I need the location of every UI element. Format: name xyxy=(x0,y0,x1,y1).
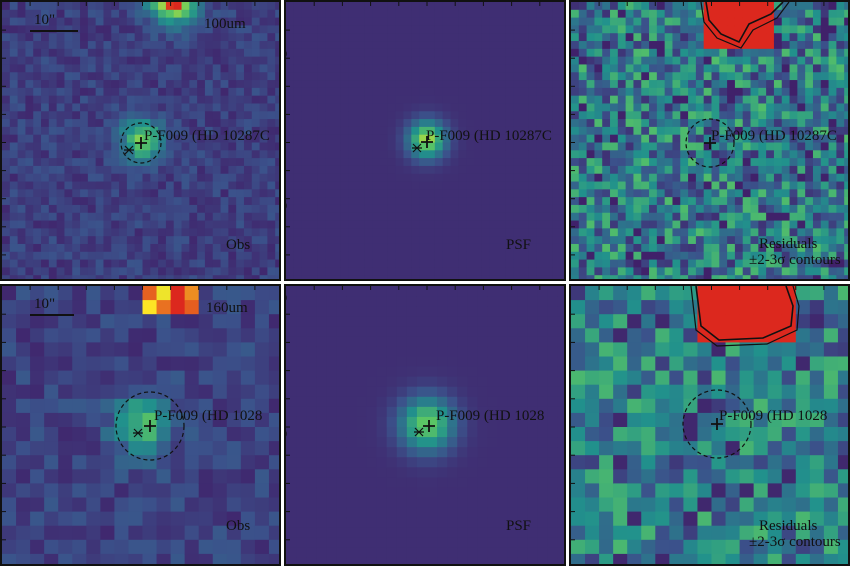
psf-map-160um xyxy=(286,286,564,564)
psf-label: PSF xyxy=(506,237,532,253)
source-label: P-F009 (HD 10287C xyxy=(144,128,270,144)
residual-panel-100um: P-F009 (HD 10287C Residuals ±2-3σ contou… xyxy=(569,0,850,281)
star-marker-icon xyxy=(133,428,143,438)
scale-label: 10" xyxy=(34,296,56,312)
plus-marker-icon xyxy=(421,136,433,148)
star-marker-icon xyxy=(124,145,134,155)
pixel-grid xyxy=(2,286,279,564)
source-label: P-F009 (HD 10287C xyxy=(426,128,552,144)
psf-panel-160um: P-F009 (HD 1028 PSF 20 10 xyxy=(284,284,566,566)
scale-bar xyxy=(30,30,78,32)
aperture-circle xyxy=(682,389,752,459)
residual-label: Residuals xyxy=(759,236,818,252)
psf-label: PSF xyxy=(506,518,532,534)
obs-map-100um xyxy=(2,2,279,279)
pixel-grid xyxy=(571,286,848,564)
axis-ticks xyxy=(286,286,541,541)
aperture-circle xyxy=(115,391,185,461)
residual-map-100um xyxy=(571,2,848,279)
side-tick-label: 20 xyxy=(286,290,287,306)
pixel-grid xyxy=(286,2,564,279)
plus-marker-icon xyxy=(704,137,716,149)
residual-label: Residuals xyxy=(759,518,818,534)
axis-ticks xyxy=(571,2,825,256)
plus-marker-icon xyxy=(144,420,156,432)
star-marker-icon xyxy=(414,427,424,437)
obs-label: Obs xyxy=(226,518,251,534)
pixel-grid xyxy=(571,2,848,279)
aperture-circle xyxy=(120,122,162,164)
contour-line xyxy=(700,2,790,49)
axis-ticks xyxy=(286,2,541,256)
contour-line xyxy=(690,286,800,347)
side-tick-label: 10 xyxy=(286,198,287,214)
plus-marker-icon xyxy=(135,137,147,149)
obs-map-160um xyxy=(2,286,279,564)
side-tick-label: 10 xyxy=(286,426,287,442)
residual-map-160um xyxy=(571,286,848,564)
scale-label: 10" xyxy=(34,12,56,28)
psf-map-100um xyxy=(286,2,564,279)
psf-panel-100um: P-F009 (HD 10287C PSF 20 10 xyxy=(284,0,566,281)
source-label: P-F009 (HD 1028 xyxy=(436,408,545,424)
plus-marker-icon xyxy=(423,420,435,432)
source-label: P-F009 (HD 1028 xyxy=(719,408,828,424)
obs-label: Obs xyxy=(226,237,251,253)
plus-marker-icon xyxy=(711,418,723,430)
axis-ticks xyxy=(2,2,256,256)
contour-line xyxy=(695,286,794,341)
contour-label: ±2-3σ contours xyxy=(749,534,841,550)
source-label: P-F009 (HD 1028 xyxy=(154,408,263,424)
star-marker-icon xyxy=(412,143,422,153)
side-tick-label: 20 xyxy=(286,46,287,62)
axis-ticks xyxy=(571,286,825,541)
aperture-circle xyxy=(685,118,735,168)
scale-bar xyxy=(30,314,74,316)
contour-line xyxy=(705,2,784,44)
pixel-grid xyxy=(286,286,564,564)
pixel-grid xyxy=(2,2,279,279)
residual-panel-160um: P-F009 (HD 1028 Residuals ±2-3σ contours xyxy=(569,284,850,566)
source-label: P-F009 (HD 10287C xyxy=(711,128,837,144)
axis-ticks xyxy=(2,286,256,541)
band-label: 160um xyxy=(206,300,248,316)
band-label: 100um xyxy=(204,16,246,32)
contour-label: ±2-3σ contours xyxy=(749,252,841,268)
obs-panel-100um: 10" 100um P-F009 (HD 10287C Obs xyxy=(0,0,281,281)
obs-panel-160um: 10" 160um P-F009 (HD 1028 Obs xyxy=(0,284,281,566)
